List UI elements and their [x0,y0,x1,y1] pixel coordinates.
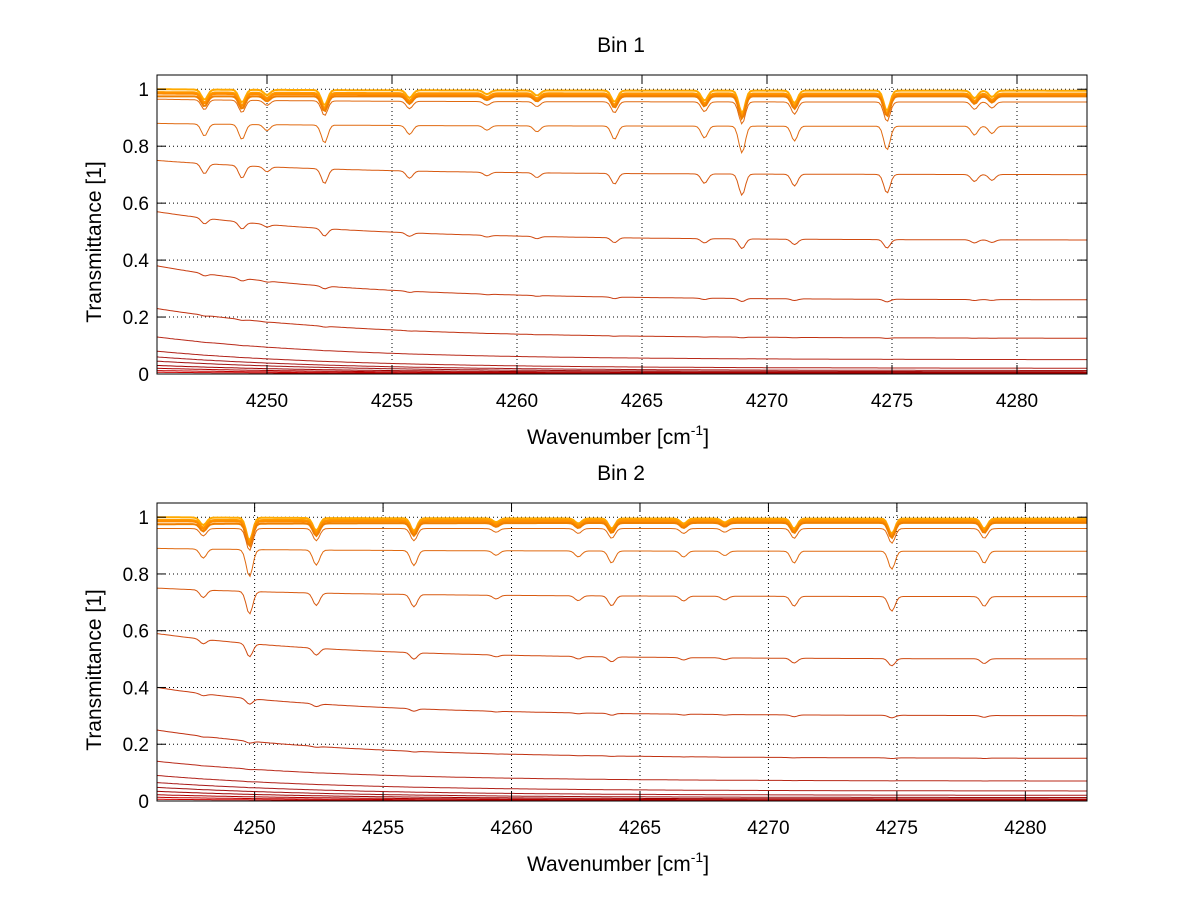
axis-ticks: 4250 4255 4260 4265 4270 4275 4280 0 0.2 0.4 0.6 0.… [123,75,1087,412]
y-tick-label: 1 [138,80,149,101]
y-tick-label: 0.8 [123,565,149,586]
x-tick-label: 4275 [876,818,918,839]
y-tick-label: 0.2 [123,308,149,329]
y-tick-label: 1 [138,508,149,529]
y-axis-label: Transmittance [1] [83,161,106,322]
series-line [156,88,1087,116]
chart-panel-bin-2: Bin 2 4250 4255 4260 4265 4270 4275 4280 0 0.2 0.… [83,462,1088,876]
y-tick-label: 0 [138,365,149,386]
y-tick-label: 0.4 [123,678,150,699]
series-line [157,91,1087,119]
grid-lines [157,503,1087,801]
x-tick-label: 4255 [371,391,413,412]
y-tick-label: 0.8 [123,137,149,158]
series-line [156,782,1087,796]
series-line [156,211,1087,250]
x-tick-label: 4280 [1004,818,1046,839]
chart-title: Bin 1 [597,34,645,57]
series-line [157,528,1087,552]
series-line [156,356,1087,371]
x-axis-label: Wavenumber [cm-1] [527,422,709,449]
x-tick-label: 4260 [490,818,532,839]
x-tick-label: 4275 [871,391,913,412]
series-line [156,587,1087,615]
series-line [157,95,1087,121]
series-line [156,786,1087,798]
axis-ticks: 4250 4255 4260 4265 4270 4275 4280 0 0.2 0.4 0.6 0.… [123,503,1087,839]
series-group [156,88,1087,375]
series-line [156,360,1087,373]
x-tick-label: 4255 [362,818,404,839]
series-line [157,521,1087,548]
series-line [156,308,1087,339]
series-line [157,520,1087,546]
series-line [156,760,1087,782]
series-line [157,365,1087,373]
x-tick-label: 4280 [996,391,1038,412]
x-axis-label: Wavenumber [cm-1] [527,849,709,876]
series-line [157,790,1087,800]
series-line [157,547,1087,578]
series-line [156,350,1087,369]
series-line [157,122,1087,154]
series-line [157,516,1087,543]
series-group [156,516,1087,802]
series-line [156,159,1087,197]
x-tick-label: 4265 [619,818,661,839]
plot-area-frame [156,74,1088,375]
grid-lines [157,75,1087,374]
series-line [156,265,1087,303]
series-line [156,775,1087,792]
series-line [157,92,1087,120]
x-tick-label: 4265 [621,391,663,412]
series-line [156,687,1087,719]
series-line [156,729,1087,760]
x-tick-label: 4250 [246,391,288,412]
series-line [156,336,1087,361]
y-tick-label: 0.2 [123,735,149,756]
x-tick-label: 4270 [746,391,788,412]
series-line [157,98,1087,125]
chart-panel-bin-1: Bin 1 4250 4255 4260 4265 4270 4275 4280 0 0.2 0.… [83,34,1088,449]
x-tick-label: 4260 [496,391,538,412]
x-tick-label: 4270 [747,818,789,839]
y-tick-label: 0.4 [123,251,150,272]
y-tick-label: 0 [138,792,149,813]
series-line [157,794,1087,801]
series-line [156,633,1087,667]
y-tick-label: 0.6 [123,194,149,215]
y-axis-label: Transmittance [1] [83,589,106,750]
x-tick-label: 4250 [233,818,275,839]
plot-area-frame [156,502,1088,802]
chart-title: Bin 2 [597,462,645,485]
y-tick-label: 0.6 [123,622,149,643]
